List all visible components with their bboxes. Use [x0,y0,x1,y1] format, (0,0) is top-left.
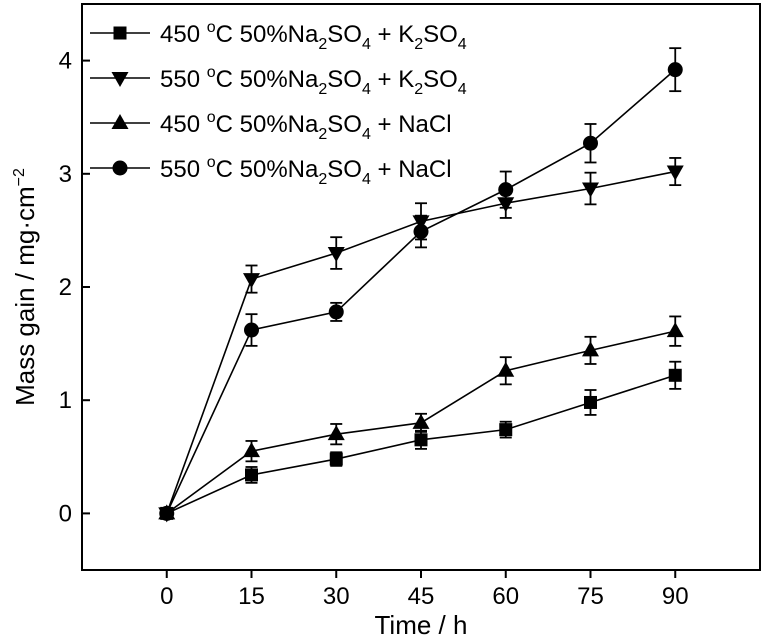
y-axis-ticks: 0 1 2 3 4 [59,48,90,527]
legend-label-part: o [207,109,216,126]
legend-marker [112,160,128,176]
legend-label-part: 2 [414,81,423,98]
data-point [497,361,515,377]
y-tick-label: 4 [59,48,72,75]
legend-label-part: C 50%Na [216,111,319,138]
legend-label-part: 2 [318,126,327,143]
x-tick-label: 60 [492,583,519,610]
y-tick-label: 0 [59,500,72,527]
legend-label-part: o [207,19,216,36]
legend-label-part: C 50%Na [216,21,319,48]
legend-label-part: 2 [414,36,423,53]
legend-label: 450 oC 50%Na2SO4 + K2SO4 [160,19,467,53]
data-point [328,304,344,320]
legend-label-part: 4 [458,81,467,98]
data-point [584,395,597,409]
legend-label: 450 oC 50%Na2SO4 + NaCl [160,109,452,143]
data-point [582,182,599,198]
legend-marker [111,72,129,87]
legend-label-part: SO [423,21,458,48]
y-axis-title-superscript: −2 [11,168,28,186]
data-point [329,452,343,466]
legend-label-part: 2 [318,81,327,98]
x-tick-label: 75 [577,583,604,610]
data-point [243,273,260,289]
x-tick-label: 90 [662,583,689,610]
legend-entry: 550 oC 50%Na2SO4 + NaCl [90,154,452,188]
legend-label-part: C 50%Na [216,156,319,183]
data-point [498,182,514,198]
legend-marker [111,114,129,129]
legend-label-part: 4 [458,36,467,53]
legend-label-part: C 50%Na [216,66,319,93]
x-tick-label: 0 [160,583,173,610]
legend-label-part: SO [327,21,362,48]
data-point [668,368,682,382]
legend-label-part: 550 [160,66,207,93]
legend-label-part: 4 [362,171,371,188]
data-point [159,505,175,521]
legend-label-part: + NaCl [371,111,452,138]
legend-label-part: SO [423,66,458,93]
legend-label: 550 oC 50%Na2SO4 + K2SO4 [160,64,467,98]
legend-label-part: SO [327,66,362,93]
data-point [243,442,260,458]
legend-label: 550 oC 50%Na2SO4 + NaCl [160,154,452,188]
legend-entry: 450 oC 50%Na2SO4 + NaCl [90,109,452,143]
series-triangle-up [158,315,684,520]
legend-label-part: 4 [362,81,371,98]
legend-label-part: 2 [318,36,327,53]
legend-label-part: + K [371,21,414,48]
legend-label-part: SO [327,111,362,138]
data-point [583,135,598,151]
legend-label-part: 450 [160,111,207,138]
x-tick-label: 15 [238,583,265,610]
data-point [412,413,430,429]
legend-label-part: o [207,64,216,81]
data-point [413,224,429,240]
data-point [327,425,345,441]
data-point [666,322,684,338]
legend-label-part: SO [327,156,362,183]
legend-label-part: 550 [160,156,207,183]
data-point [667,62,683,78]
legend-entry: 450 oC 50%Na2SO4 + K2SO4 [90,19,467,53]
legend-label-part: 450 [160,21,207,48]
series-triangle-down [158,157,684,523]
legend-label-part: 4 [362,36,371,53]
data-point [327,247,345,263]
legend-marker [113,26,127,40]
legend-label-part: o [207,154,216,171]
series-layer [158,47,684,523]
y-axis-title: Mass gain / mg·cm−2 [10,168,40,406]
legend-entry: 550 oC 50%Na2SO4 + K2SO4 [90,64,467,98]
x-axis-title: Time / h [375,610,468,640]
series-square [160,360,682,520]
y-tick-label: 2 [59,274,72,301]
y-tick-label: 1 [59,387,72,414]
data-point [414,433,428,447]
data-point [582,341,599,357]
legend-label-part: 4 [362,126,371,143]
y-axis-title-main: Mass gain / mg·cm [10,186,40,406]
legend-label-part: + NaCl [371,156,452,183]
legend-label-part: 2 [318,171,327,188]
x-tick-label: 30 [323,583,350,610]
legend-label-part: + K [371,66,414,93]
data-point [244,322,259,338]
data-point [499,423,513,437]
x-axis-ticks: 0 15 30 45 60 75 90 [160,570,689,610]
data-point [666,165,684,181]
data-point [245,468,258,482]
y-tick-label: 3 [59,161,72,188]
series-circle [159,47,683,521]
x-tick-label: 45 [408,583,435,610]
